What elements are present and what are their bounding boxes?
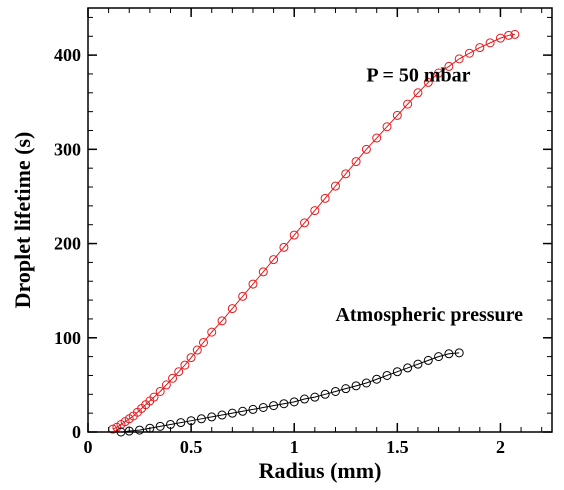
series-1-point — [372, 374, 382, 384]
annotation-low-pressure: P = 50 mbar — [366, 64, 470, 86]
series-1-point — [320, 389, 330, 399]
series-0-point — [149, 392, 159, 402]
y-tick-label: 100 — [54, 328, 81, 348]
series-0-point — [434, 68, 444, 78]
annotation-atmospheric: Atmospheric pressure — [335, 304, 523, 326]
x-tick-label: 0.5 — [180, 437, 203, 457]
series-1-point — [135, 425, 145, 435]
series-0-point — [392, 110, 402, 120]
series-0-point — [485, 38, 495, 48]
x-tick-label: 1.5 — [386, 437, 409, 457]
series-0-point — [198, 337, 208, 347]
series-1-point — [454, 348, 464, 358]
series-1-point — [248, 404, 258, 414]
x-axis-title: Radius (mm) — [259, 458, 382, 483]
plot-frame — [87, 7, 553, 433]
series-0-point — [320, 193, 330, 203]
y-tick-label: 300 — [54, 139, 81, 159]
series-1-point — [238, 406, 248, 416]
series-0-point — [248, 279, 258, 289]
series-0-point — [403, 99, 413, 109]
series-1-point — [361, 378, 371, 388]
series-0-point — [382, 122, 392, 132]
series-0-point — [454, 54, 464, 64]
series-1-point — [300, 394, 310, 404]
series-0-point — [186, 353, 196, 363]
series-0-point — [269, 255, 279, 265]
x-tick-label: 0 — [84, 437, 93, 457]
series-1-point — [196, 414, 206, 424]
series-1-point — [155, 421, 165, 431]
series-0-point — [351, 157, 361, 167]
series-1-point — [330, 386, 340, 396]
series-0-point — [413, 88, 423, 98]
series-0-point — [289, 230, 299, 240]
series-0-point — [510, 29, 520, 39]
series-1-point — [217, 410, 227, 420]
series-1-point — [403, 363, 413, 373]
series-0-point — [330, 181, 340, 191]
series-0-point — [192, 345, 202, 355]
ticks-layer — [87, 8, 552, 433]
series-1-point — [227, 408, 237, 418]
x-tick-label: 1 — [290, 437, 299, 457]
series-0-point — [168, 373, 178, 383]
series-1-point — [258, 403, 268, 413]
series-0-point — [475, 43, 485, 53]
series-0-point — [161, 380, 171, 390]
series-1-point — [413, 359, 423, 369]
series-1-point — [351, 381, 361, 391]
series-1-point — [392, 367, 402, 377]
series-0-point — [217, 316, 227, 326]
series-0-point — [258, 267, 268, 277]
series-0-point — [444, 61, 454, 71]
series-0-point — [279, 242, 289, 252]
series-0-point — [310, 206, 320, 216]
series-0-point — [495, 33, 505, 43]
series-0-point — [504, 30, 514, 40]
series-1-point — [382, 370, 392, 380]
series-1-point — [269, 401, 279, 411]
series-layer — [108, 29, 520, 437]
series-0-point — [180, 360, 190, 370]
series-1-point — [444, 349, 454, 359]
series-1-point — [176, 418, 186, 428]
series-0-point — [372, 133, 382, 143]
labels-layer: 0 0.5 1 1.5 2 0 100 200 300 400 — [54, 45, 505, 457]
series-0-point — [300, 218, 310, 228]
series-0-point — [227, 304, 237, 314]
series-0-point — [174, 367, 184, 377]
series-0-point — [361, 144, 371, 154]
series-0-point — [465, 48, 475, 58]
series-1-point — [279, 399, 289, 409]
series-0-point — [238, 291, 248, 301]
series-1-line — [120, 352, 460, 433]
y-axis-title: Droplet lifetime (s) — [10, 132, 35, 309]
series-1-point — [289, 397, 299, 407]
y-tick-label: 0 — [72, 422, 81, 442]
y-tick-label: 400 — [54, 45, 81, 65]
series-0-point — [155, 386, 165, 396]
series-0-point — [423, 77, 433, 87]
series-0-point — [207, 327, 217, 337]
series-1-point — [434, 352, 444, 362]
y-tick-label: 200 — [54, 234, 81, 254]
x-tick-label: 2 — [496, 437, 505, 457]
series-1-point — [423, 355, 433, 365]
series-0-line — [112, 33, 515, 430]
series-0-point — [341, 169, 351, 179]
series-1-point — [341, 384, 351, 394]
series-1-point — [207, 412, 217, 422]
series-1-point — [310, 392, 320, 402]
